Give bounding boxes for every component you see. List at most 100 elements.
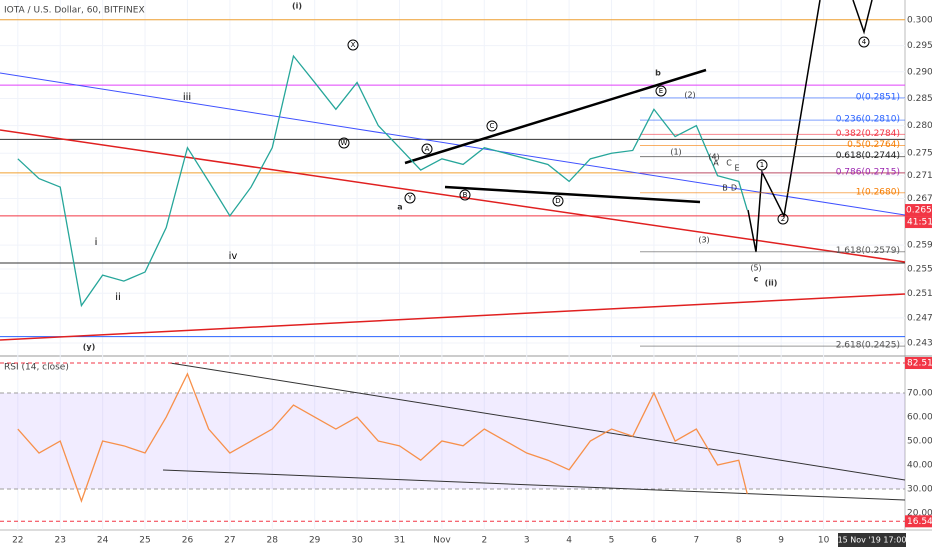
x-tick-label: 8 xyxy=(736,536,742,546)
wave-circle xyxy=(552,195,564,207)
wave-label: E xyxy=(659,87,663,95)
rsi-tick-label: 30.00 xyxy=(907,485,932,495)
wave-circle xyxy=(421,143,433,155)
rsi-tick-label: 60.00 xyxy=(907,413,932,423)
wave-label: X xyxy=(351,41,356,49)
rsi-band xyxy=(0,393,905,490)
wave-label: (5) xyxy=(750,264,761,273)
x-tick-label: 9 xyxy=(778,536,784,546)
x-tick-label: 10 xyxy=(818,536,830,546)
rsi-title: RSI (14, close) xyxy=(4,363,69,373)
wave-label: ii xyxy=(115,292,121,303)
price-badge xyxy=(905,204,932,217)
x-tick-label: 23 xyxy=(54,536,65,546)
fib-label: 1.618(0.2579) xyxy=(836,246,900,256)
fib-label: 0.786(0.2715) xyxy=(836,167,900,177)
wave-circle xyxy=(655,85,667,97)
wave-label: A xyxy=(713,159,719,168)
wave-label: Y xyxy=(407,194,413,202)
x-tick-label: 26 xyxy=(182,536,194,546)
x-tick-label: 22 xyxy=(12,536,23,546)
wave-label: a xyxy=(397,203,402,212)
fib-label: 0(0.2851) xyxy=(856,92,900,102)
x-tick-label: 30 xyxy=(351,536,363,546)
y-tick-label: 0.2430 xyxy=(907,338,932,348)
rsi-tick-label: 20.00 xyxy=(907,509,932,519)
projection xyxy=(852,0,873,35)
x-tick-label: 24 xyxy=(97,536,109,546)
wave-label: C xyxy=(490,122,495,130)
wave-label: W xyxy=(341,139,348,147)
countdown-badge xyxy=(905,216,932,229)
wave-circle xyxy=(486,120,498,132)
wave-label: (4) xyxy=(708,153,719,162)
wave-circle xyxy=(858,36,870,48)
wave-label: 2 xyxy=(781,215,785,223)
countdown-label: 41:51 xyxy=(907,218,932,228)
x-tick-label: 27 xyxy=(224,536,235,546)
fib-label: 0.618(0.2744) xyxy=(836,151,900,161)
rsi-badge-label: 82.51 xyxy=(907,359,932,369)
wave-label: (y) xyxy=(83,343,96,352)
wave-label: b xyxy=(655,69,661,78)
x-tick-label: 25 xyxy=(139,536,150,546)
wave-circle xyxy=(338,137,350,149)
x-tick-label: 6 xyxy=(651,536,657,546)
wave-label: C xyxy=(726,159,732,168)
wave-label: 1 xyxy=(760,161,764,169)
rsi-tick-label: 50.00 xyxy=(907,437,932,447)
wave-label: D xyxy=(731,184,737,193)
projection xyxy=(747,0,821,253)
drawings xyxy=(0,0,906,501)
date-label: 15 Nov '19 17:00 xyxy=(838,536,907,545)
price-line xyxy=(17,54,748,308)
wave-label: 4 xyxy=(862,38,867,46)
wave-label: c xyxy=(754,275,759,284)
rsi-badge-label: 16.54 xyxy=(907,517,932,527)
chart-title: IOTA / U.S. Dollar, 60, BITFINEX xyxy=(4,6,145,16)
x-tick-label: 5 xyxy=(609,536,615,546)
wave-label: (ii) xyxy=(765,279,778,288)
x-tick-label: Nov xyxy=(433,536,451,546)
fib-label: 0.5(0.2764) xyxy=(847,140,900,150)
wave-label: B xyxy=(722,184,728,193)
rsi-badge xyxy=(905,357,932,370)
rsi-line xyxy=(17,372,748,503)
fib-label: 1(0.2680) xyxy=(856,187,900,197)
wave-label: B xyxy=(463,191,468,199)
rsi-tick-label: 70.00 xyxy=(907,389,932,399)
fib-label: 2.618(0.2425) xyxy=(836,341,900,351)
wave-label: E xyxy=(734,164,739,173)
rsi-trend-line xyxy=(169,362,906,481)
wave-label: iii xyxy=(183,92,191,103)
wave-label: iv xyxy=(229,251,238,262)
wave-circle xyxy=(404,192,416,204)
wave-label: D xyxy=(555,197,560,205)
wave-circle xyxy=(459,189,471,201)
x-tick-label: 28 xyxy=(267,536,279,546)
x-tick-label: 29 xyxy=(309,536,321,546)
trend-line xyxy=(404,68,707,165)
trend-line xyxy=(444,185,701,204)
fib-label: 0.236(0.2810) xyxy=(836,115,900,125)
wave-circle xyxy=(777,213,789,225)
wave-label: (3) xyxy=(698,236,709,245)
wave-circle xyxy=(347,39,359,51)
wave-label: (1) xyxy=(670,148,681,157)
trend-line xyxy=(0,293,906,341)
rsi-badge xyxy=(905,515,932,528)
wave-circle xyxy=(756,159,768,171)
